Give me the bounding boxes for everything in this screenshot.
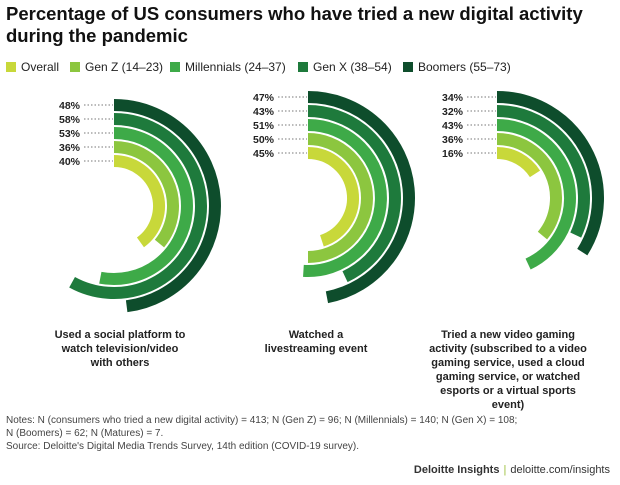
caption-line: gaming service, or watched	[435, 371, 581, 383]
ring-1-0	[307, 147, 359, 247]
caption-video-gaming: Tried a new video gaming activity (subsc…	[424, 328, 592, 412]
value-label-1-2: 51%	[253, 120, 275, 132]
value-label-0-0: 40%	[59, 156, 81, 168]
ring-1-2	[303, 119, 387, 277]
value-label-2-3: 32%	[442, 106, 464, 118]
caption-livestreaming: Watched a livestreaming event	[232, 328, 400, 356]
source-line: Source: Deloitte's Digital Media Trends …	[6, 441, 359, 452]
value-label-1-4: 47%	[253, 92, 275, 104]
legend-item-gen-x: Gen X (38–54)	[298, 60, 392, 74]
ring-0-3	[69, 113, 207, 299]
caption-line: Used a social platform to	[54, 329, 186, 341]
brand-name: Deloitte Insights	[413, 464, 500, 476]
caption-line: with others	[90, 357, 150, 369]
notes: Notes: N (consumers who tried a new digi…	[6, 414, 614, 453]
value-label-2-4: 34%	[442, 92, 464, 104]
caption-social-platform: Used a social platform to watch televisi…	[36, 328, 204, 370]
caption-line: activity (subscribed to a video	[429, 343, 587, 355]
ring-0-1	[113, 141, 179, 248]
value-label-2-2: 43%	[442, 120, 464, 132]
legend-label-boomers: Boomers (55–73)	[418, 60, 511, 74]
legend-swatch-gen-x	[298, 62, 308, 72]
value-label-0-1: 36%	[59, 142, 81, 154]
legend: Overall Gen Z (14–23) Millennials (24–37…	[6, 60, 618, 78]
legend-item-millennials: Millennials (24–37)	[170, 60, 286, 74]
ring-1-1	[307, 133, 373, 263]
ring-0-2	[99, 127, 193, 285]
legend-swatch-overall	[6, 62, 16, 72]
ring-2-4	[496, 91, 604, 256]
brand-url[interactable]: deloitte.com/insights	[510, 464, 610, 476]
notes-line: Notes: N (consumers who tried a new digi…	[6, 415, 518, 426]
legend-swatch-boomers	[403, 62, 413, 72]
value-label-1-3: 43%	[253, 106, 275, 118]
chart-title: Percentage of US consumers who have trie…	[6, 3, 583, 46]
ring-0-0	[113, 155, 165, 248]
ring-2-3	[496, 105, 590, 238]
value-label-1-0: 45%	[253, 148, 275, 160]
legend-label-gen-x: Gen X (38–54)	[313, 60, 392, 74]
value-label-0-3: 58%	[59, 114, 81, 126]
ring-2-2	[496, 119, 576, 270]
caption-line: Watched a	[288, 329, 344, 341]
value-label-2-0: 16%	[442, 148, 464, 160]
legend-item-overall: Overall	[6, 60, 59, 74]
brand-separator: |	[503, 464, 507, 476]
value-label-2-1: 36%	[442, 134, 464, 146]
caption-line: Tried a new video gaming	[441, 329, 575, 341]
caption-line: esports or a virtual sports event)	[440, 385, 576, 411]
caption-line: watch television/video	[61, 343, 179, 355]
footer-brand: Deloitte Insights | deloitte.com/insights	[414, 464, 610, 476]
value-label-0-4: 48%	[59, 100, 81, 112]
value-label-0-2: 53%	[59, 128, 81, 140]
caption-line: livestreaming event	[264, 343, 368, 355]
legend-swatch-gen-z	[70, 62, 80, 72]
ring-2-0	[496, 147, 541, 178]
caption-line: gaming service, used a cloud	[431, 357, 585, 369]
legend-label-overall: Overall	[21, 60, 60, 74]
legend-item-gen-z: Gen Z (14–23)	[70, 60, 163, 74]
notes-line: N (Boomers) = 62; N (Matures) = 7.	[6, 428, 164, 439]
legend-label-millennials: Millennials (24–37)	[185, 60, 286, 74]
legend-swatch-millennials	[170, 62, 180, 72]
legend-label-gen-z: Gen Z (14–23)	[85, 60, 164, 74]
value-label-1-1: 50%	[253, 134, 275, 146]
ring-2-1	[496, 133, 562, 240]
ring-1-3	[307, 105, 401, 283]
ring-1-4	[307, 91, 415, 304]
legend-item-boomers: Boomers (55–73)	[403, 60, 511, 74]
ring-0-4	[113, 99, 221, 313]
